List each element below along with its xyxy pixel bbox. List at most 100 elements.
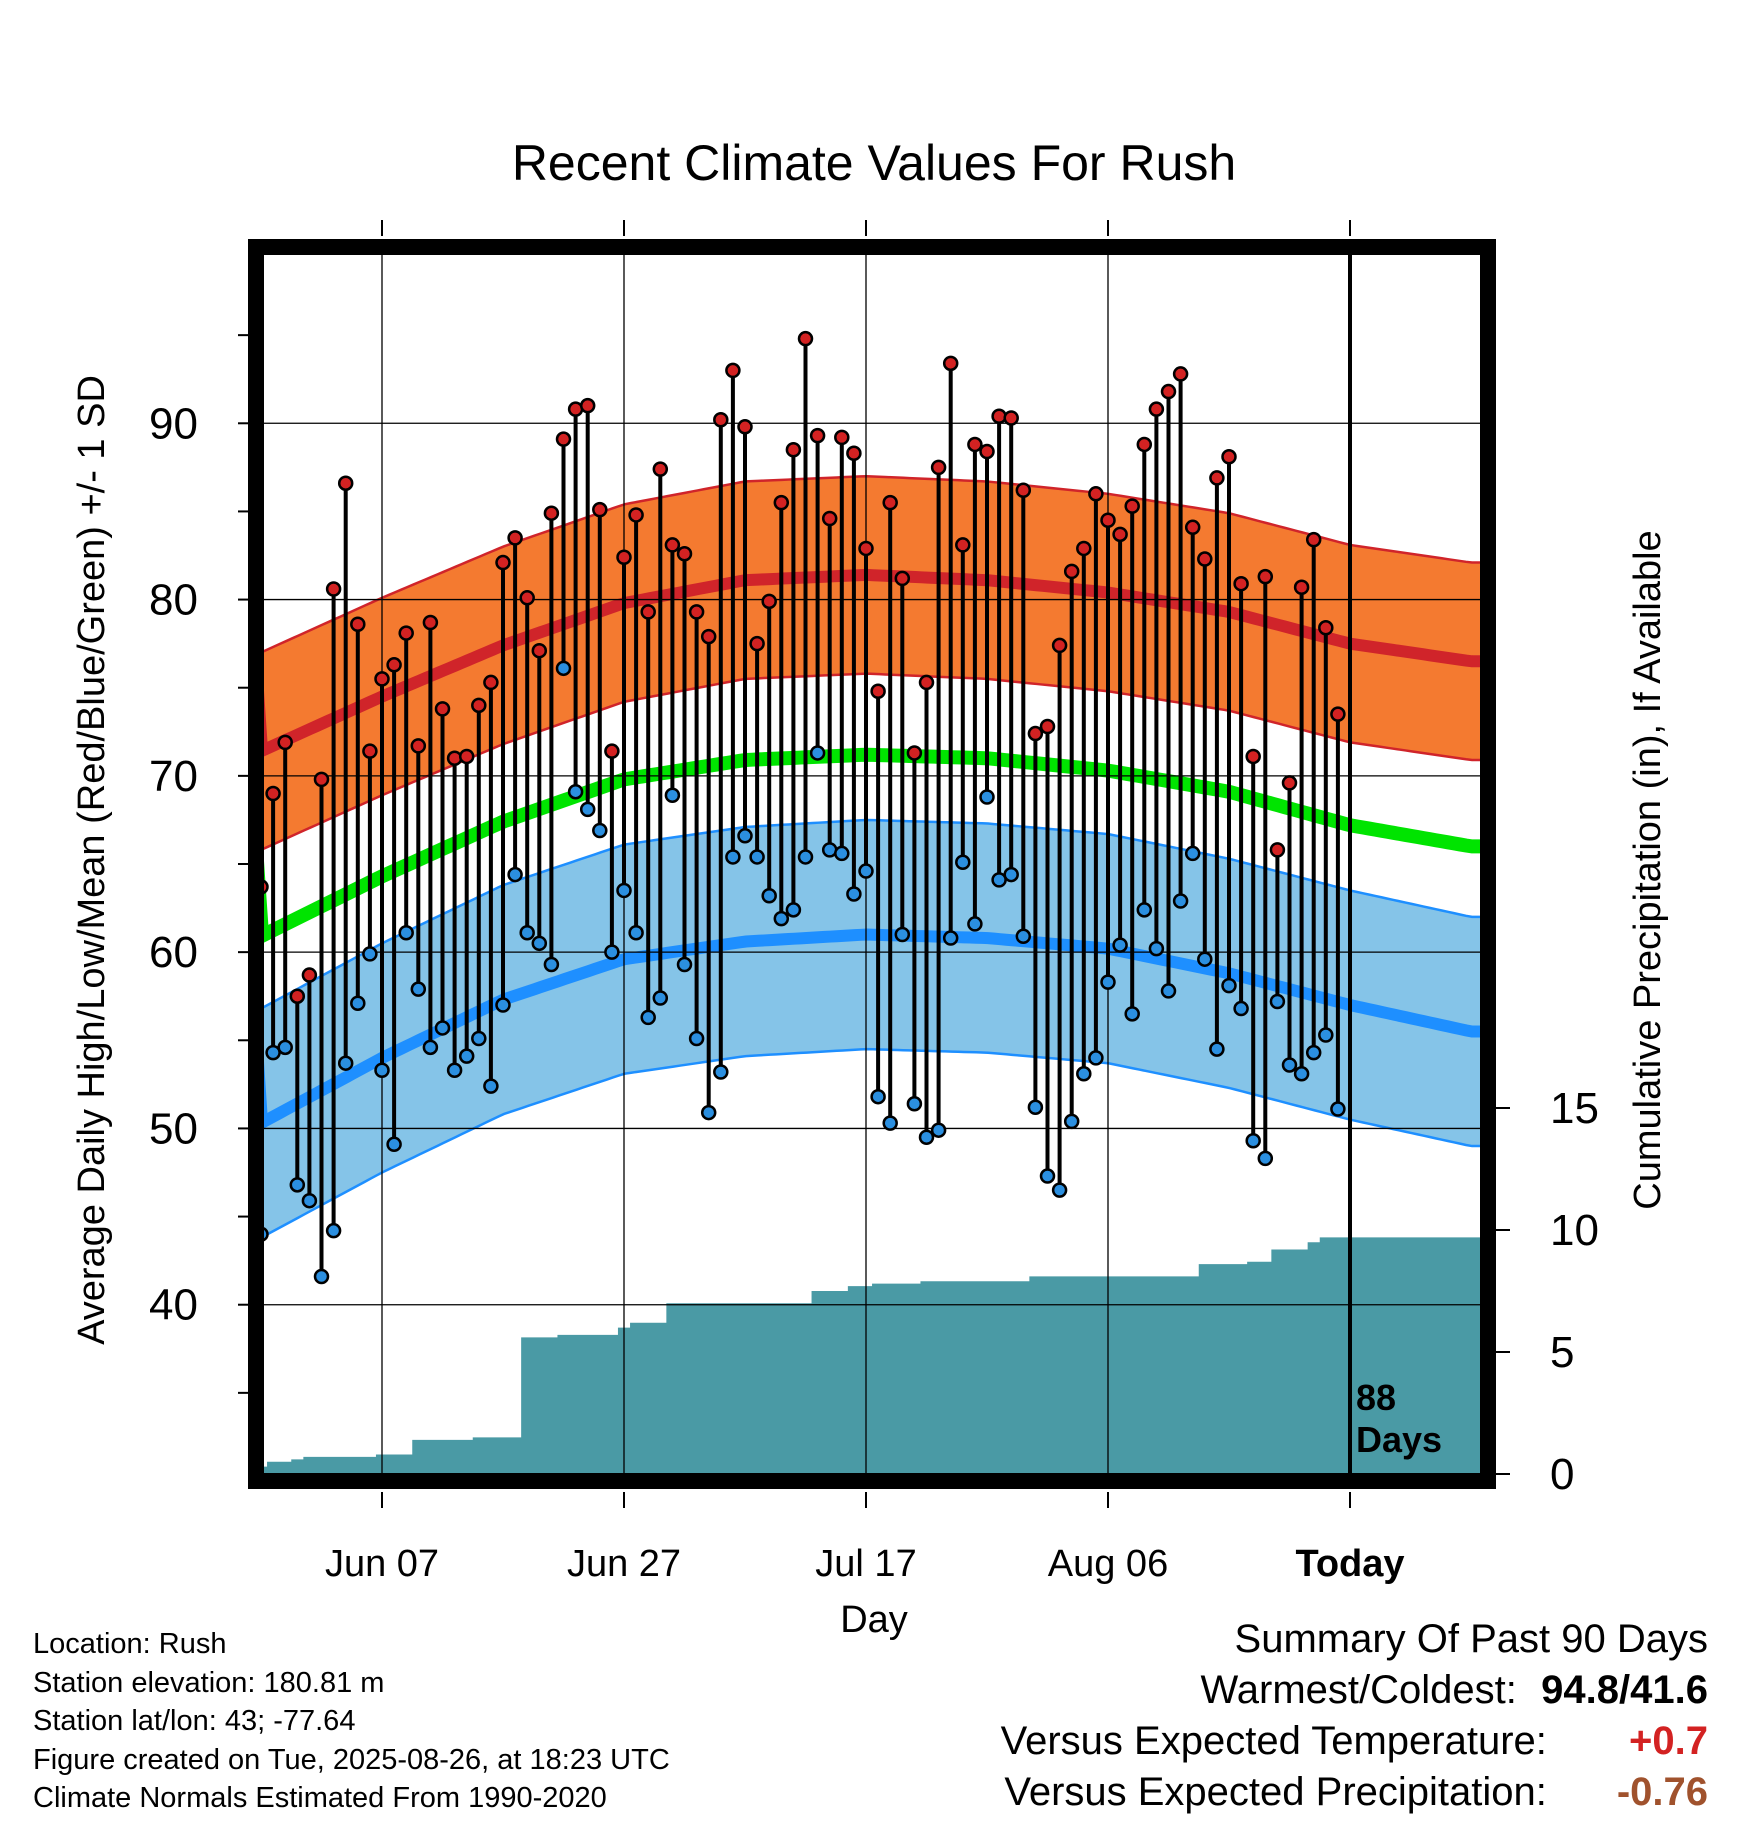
y-tick-label: 50 — [149, 1104, 198, 1153]
low-point — [688, 1030, 705, 1047]
low-point — [1039, 1168, 1056, 1184]
x-tick-label: Jun 07 — [325, 1543, 439, 1585]
low-point — [1063, 1113, 1080, 1130]
high-point — [821, 510, 838, 527]
low-point — [797, 849, 814, 865]
high-point — [434, 701, 451, 717]
high-point — [1136, 436, 1153, 453]
station-info: Location: Rush Station elevation: 180.81… — [33, 1625, 670, 1818]
low-point — [555, 660, 572, 677]
high-point — [1257, 568, 1274, 585]
low-point — [579, 801, 596, 818]
summary-title: Summary Of Past 90 Days — [1234, 1617, 1708, 1661]
high-point — [325, 581, 342, 597]
low-point — [458, 1048, 475, 1064]
high-point — [652, 461, 669, 477]
high-point — [1051, 637, 1068, 654]
high-point — [1197, 551, 1213, 567]
low-point — [1148, 940, 1165, 957]
created-text: Figure created on Tue, 2025-08-26, at 18… — [33, 1743, 670, 1776]
high-point — [1305, 531, 1322, 548]
high-point — [1293, 579, 1310, 595]
low-point — [737, 828, 753, 844]
low-point — [398, 925, 414, 941]
low-point — [1209, 1041, 1225, 1057]
low-point — [1257, 1150, 1274, 1167]
low-point — [955, 854, 971, 870]
normal-low-band-upper — [256, 818, 1485, 1011]
high-point — [616, 549, 632, 566]
high-point — [1003, 410, 1019, 426]
low-point — [289, 1177, 306, 1193]
high-point — [1172, 366, 1189, 382]
low-point — [471, 1030, 487, 1047]
low-point — [1221, 977, 1237, 994]
low-point — [640, 1009, 656, 1026]
high-point — [640, 604, 656, 620]
low-point — [1003, 866, 1019, 883]
high-point — [1233, 575, 1249, 592]
low-point — [894, 926, 911, 943]
low-point — [301, 1192, 318, 1209]
high-point — [725, 362, 741, 379]
low-point — [1112, 937, 1128, 953]
low-point — [700, 1104, 717, 1121]
high-point — [1269, 842, 1286, 858]
low-point — [1330, 1101, 1346, 1117]
high-point — [628, 507, 644, 523]
low-point — [1124, 1006, 1140, 1022]
plot-frame — [248, 239, 1496, 1489]
high-point — [422, 614, 439, 631]
high-point — [1088, 486, 1104, 502]
high-point — [592, 501, 608, 518]
high-point — [1100, 512, 1116, 528]
low-point — [604, 944, 620, 960]
high-point — [519, 590, 535, 606]
low-point — [1100, 974, 1116, 990]
high-point — [579, 397, 596, 414]
x-tick-label: Today — [1295, 1543, 1404, 1585]
low-point — [1305, 1044, 1322, 1061]
high-point — [313, 771, 330, 788]
summary-panel: Summary Of Past 90 Days Warmest/Coldest:… — [1001, 1614, 1708, 1818]
low-point — [350, 995, 366, 1012]
normal-low-band — [256, 819, 1485, 1238]
low-point — [567, 783, 584, 800]
low-point — [785, 902, 802, 918]
high-point — [1330, 706, 1346, 722]
high-point — [1124, 498, 1140, 514]
low-point — [1136, 902, 1153, 918]
low-point — [1233, 1000, 1249, 1017]
normal-high-line — [256, 568, 1485, 760]
low-point — [834, 845, 850, 862]
normal-low-band-lower — [256, 1047, 1485, 1240]
low-point — [616, 882, 632, 899]
high-point — [374, 671, 390, 687]
y2-tick-label: 10 — [1550, 1206, 1599, 1255]
low-point — [422, 1039, 439, 1056]
low-point — [277, 1039, 293, 1056]
low-point — [652, 990, 669, 1006]
high-point — [386, 657, 402, 673]
low-point — [531, 935, 548, 952]
high-point — [773, 494, 790, 511]
high-point — [761, 593, 777, 610]
low-point — [967, 916, 983, 932]
high-point — [555, 431, 572, 447]
high-point — [713, 412, 729, 428]
low-point — [313, 1268, 330, 1285]
y2-axis-label: Cumulative Precipitation (in), If Availa… — [1627, 530, 1669, 1209]
high-point — [398, 625, 414, 641]
high-point — [979, 443, 995, 460]
low-point — [337, 1055, 354, 1071]
high-point — [1148, 401, 1165, 417]
low-point — [1245, 1133, 1261, 1149]
low-point — [483, 1078, 499, 1094]
high-point — [918, 674, 935, 691]
high-point — [1112, 526, 1128, 543]
low-point — [773, 910, 790, 927]
warm-cold-label: Warmest/Coldest: — [1200, 1668, 1517, 1712]
normal-low-line — [256, 928, 1485, 1133]
